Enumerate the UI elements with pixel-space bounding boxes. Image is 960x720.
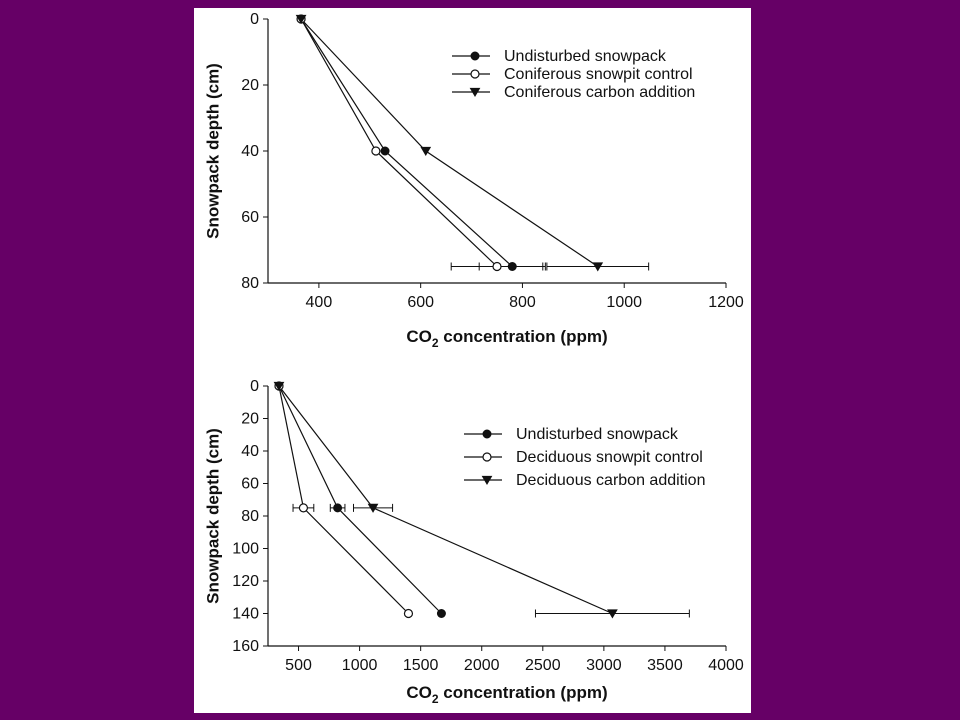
chart2-x-tick-label: 2500 — [525, 657, 561, 674]
chart2-point-1 — [436, 609, 446, 618]
chart1-legend-label: Coniferous snowpit control — [504, 66, 693, 83]
chart1-point-3 — [295, 14, 307, 25]
chart1-point-1 — [507, 262, 517, 271]
chart2-y-tick-label: 20 — [241, 411, 259, 428]
figure-panel: 0 20 40 60 80 400 600 800 1000 1200 Snowpack depth… — [194, 8, 751, 713]
chart2-legend-label: Deciduous snowpit control — [516, 449, 703, 466]
chart2-y-tick-label: 0 — [250, 378, 259, 395]
chart2-y-tick-label: 40 — [241, 443, 259, 460]
chart2-series-line-1 — [278, 385, 442, 614]
chart1-x-axis-title: CO2 concentration (ppm) — [406, 327, 607, 350]
chart2-y-tick-label: 140 — [232, 606, 259, 623]
chart2-y-tick-label: 100 — [232, 541, 259, 558]
chart2-series-line-2 — [278, 385, 409, 614]
chart1-point-2 — [371, 146, 381, 156]
chart2-point-3 — [607, 609, 618, 619]
chart1-x-tick-label: 1200 — [708, 294, 744, 311]
chart2-x-tick-label: 3500 — [647, 657, 683, 674]
chart1-x-tick-label: 1000 — [606, 294, 642, 311]
chart2-point-1 — [333, 503, 343, 513]
chart2-legend-marker — [481, 475, 493, 486]
chart1-point-3 — [420, 146, 432, 157]
chart2-y-tick-label: 80 — [241, 508, 259, 525]
chart2-y-axis-title: Snowpack depth (cm) — [203, 428, 222, 604]
chart2-point-3 — [367, 503, 379, 513]
chart1-x-tick-label: 800 — [509, 294, 536, 311]
chart1-x-tick-label: 400 — [306, 294, 333, 311]
chart2-legend-marker — [482, 452, 492, 462]
chart2-point-2 — [298, 503, 309, 513]
chart2-x-tick-label: 1000 — [342, 657, 378, 674]
chart1-x-tick-label: 600 — [407, 294, 434, 311]
chart2-legend-label: Undisturbed snowpack — [516, 426, 679, 443]
chart2-legend-marker — [482, 429, 492, 439]
chart1-point-3 — [592, 262, 604, 272]
chart2-legend-label: Deciduous carbon addition — [516, 472, 705, 489]
chart2-x-tick-label: 3000 — [586, 657, 622, 674]
chart2-x-tick-label: 500 — [285, 657, 312, 674]
chart2-series-line-3 — [278, 385, 613, 615]
chart1-legend-marker — [469, 87, 481, 98]
chart2-y-tick-label: 120 — [232, 573, 259, 590]
chart2-y-tick-label: 60 — [241, 476, 259, 493]
chart1-y-axis-title: Snowpack depth (cm) — [203, 63, 222, 239]
chart1-y-tick-label: 20 — [241, 77, 259, 94]
chart1-point-2 — [492, 261, 502, 272]
chart1-y-tick-label: 0 — [250, 11, 259, 28]
chart1-y-tick-label: 40 — [241, 143, 259, 160]
chart2-y-tick-label: 160 — [232, 638, 259, 655]
chart2-x-axis-title: CO2 concentration (ppm) — [406, 683, 607, 706]
chart1-legend-marker — [470, 69, 480, 79]
chart2-x-tick-label: 1500 — [403, 657, 439, 674]
chart1-legend-marker — [470, 51, 480, 61]
chart2-x-tick-label: 4000 — [708, 657, 744, 674]
chart2-point-3 — [273, 381, 285, 392]
chart2-point-2 — [403, 608, 414, 619]
chart1-legend-label: Undisturbed snowpack — [504, 48, 667, 65]
chart2-x-tick-label: 2000 — [464, 657, 500, 674]
chart1-point-1 — [380, 146, 390, 156]
chart1-y-tick-label: 60 — [241, 209, 259, 226]
chart1-legend-label: Coniferous carbon addition — [504, 84, 695, 101]
chart1-y-tick-label: 80 — [241, 275, 259, 292]
